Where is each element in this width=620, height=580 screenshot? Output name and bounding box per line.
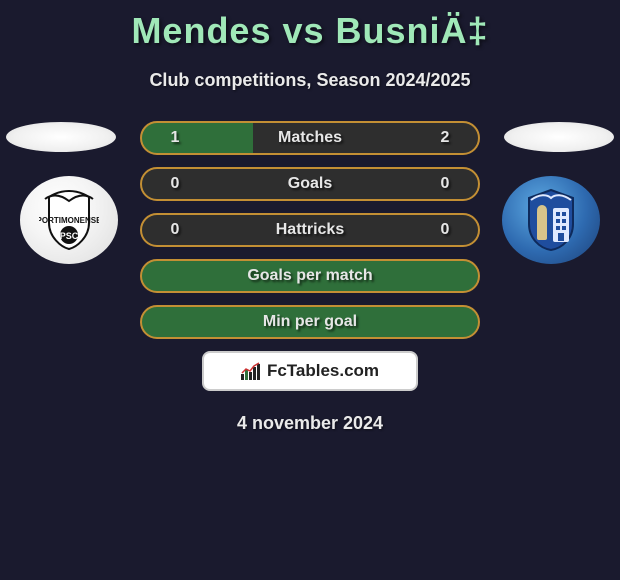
bar-chart-icon [241, 362, 263, 380]
sponsor-text: FcTables.com [267, 361, 379, 381]
stat-label: Goals per match [190, 267, 430, 285]
subtitle: Club competitions, Season 2024/2025 [0, 70, 620, 91]
stat-row: 1Matches2 [140, 121, 480, 155]
stat-right-value: 0 [430, 221, 460, 239]
stat-row: Goals per match [140, 259, 480, 293]
stats-area: 1Matches20Goals00Hattricks0Goals per mat… [0, 121, 620, 339]
stat-label: Goals [190, 175, 430, 193]
stat-right-value: 0 [430, 175, 460, 193]
stat-left-value: 0 [160, 175, 190, 193]
stat-label: Matches [190, 129, 430, 147]
date-label: 4 november 2024 [0, 413, 620, 434]
stat-row: 0Hattricks0 [140, 213, 480, 247]
sponsor-label: FcTables.com [241, 361, 379, 381]
stat-row: Min per goal [140, 305, 480, 339]
stat-label: Min per goal [190, 313, 430, 331]
page-title: Mendes vs BusniÄ‡ [0, 0, 620, 52]
stat-row: 0Goals0 [140, 167, 480, 201]
stat-right-value: 2 [430, 129, 460, 147]
stat-label: Hattricks [190, 221, 430, 239]
sponsor-badge: FcTables.com [202, 351, 418, 391]
stat-left-value: 1 [160, 129, 190, 147]
stat-left-value: 0 [160, 221, 190, 239]
